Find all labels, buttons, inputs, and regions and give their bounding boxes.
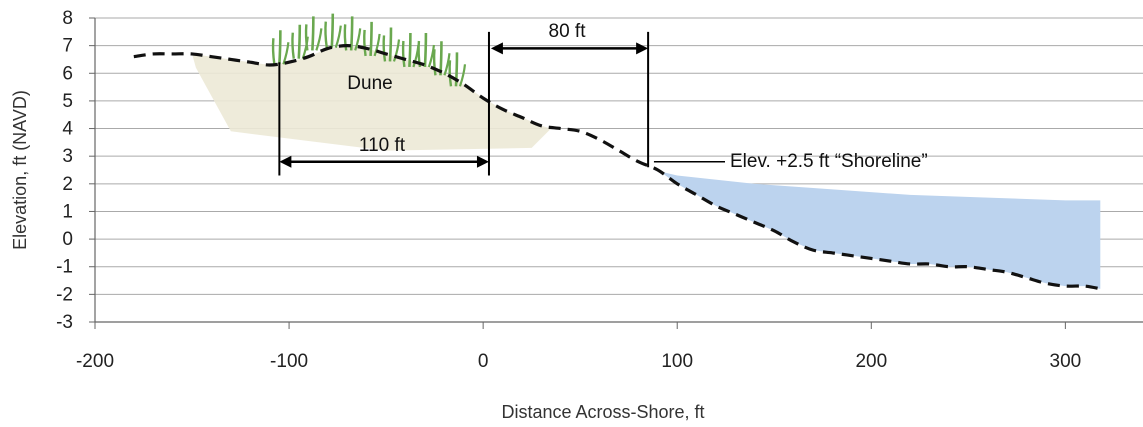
grass-blade: [324, 21, 328, 48]
grass-blade: [363, 29, 367, 57]
x-tick-label: 300: [1050, 351, 1082, 372]
y-tick-label: -2: [56, 284, 73, 305]
grass-blade: [408, 32, 412, 68]
grass-blade: [271, 38, 276, 65]
axes: 8 7 6 5 4 3 2 1 0 -1 -2 -3-200 -100 0 100 200 300: [56, 8, 1143, 372]
dune-grass-icons: [271, 13, 467, 87]
shoreline-label: Elev. +2.5 ft “Shoreline”: [730, 151, 928, 172]
grass-icon: [382, 27, 401, 62]
dune-sand: [192, 45, 552, 151]
grass-blade: [382, 35, 387, 62]
grass-icon: [363, 21, 381, 57]
grass-icon: [417, 32, 436, 68]
grass-blade: [458, 64, 467, 87]
grass-blade: [291, 32, 295, 59]
grass-blade: [297, 24, 302, 59]
grass-icon: [448, 52, 467, 87]
grass-icon: [271, 30, 290, 65]
water-area: [653, 170, 1101, 289]
grass-blade: [282, 42, 290, 65]
y-tick-label: 2: [62, 174, 73, 195]
profile-line: [133, 44, 1101, 291]
grass-blade: [427, 44, 436, 68]
arrowhead: [636, 42, 649, 55]
y-tick-label: 0: [62, 229, 73, 250]
grass-blade: [330, 13, 335, 48]
y-axis-title: Elevation, ft (NAVD): [10, 90, 30, 250]
grass-blade: [454, 52, 459, 87]
elevation-profile: [133, 44, 1101, 291]
grass-blade: [343, 24, 348, 51]
beach-width-label: 80 ft: [549, 21, 587, 42]
y-tick-label: 1: [62, 201, 73, 222]
x-tick-label: 0: [478, 351, 489, 372]
grass-blade: [373, 33, 381, 57]
grass-blade: [401, 40, 406, 68]
water-fill: [653, 170, 1101, 289]
grass-blade: [423, 32, 428, 68]
y-tick-label: -3: [56, 312, 73, 333]
grass-blade: [334, 25, 342, 48]
grass-blade: [443, 53, 451, 76]
grass-icon: [343, 16, 362, 51]
grass-blade: [392, 39, 401, 62]
y-tick-label: 3: [62, 146, 73, 167]
dune-label: Dune: [347, 73, 392, 94]
grass-blade: [432, 49, 437, 76]
grass-blade: [369, 21, 373, 56]
grass-blade: [354, 28, 362, 51]
y-tick-label: -1: [56, 257, 73, 278]
arrowhead: [476, 155, 489, 168]
y-tick-label: 6: [62, 63, 73, 84]
y-tick-label: 4: [62, 119, 73, 140]
grass-blade: [311, 16, 315, 51]
dune-area: [192, 45, 552, 151]
x-axis-title: Distance Across-Shore, ft: [501, 402, 704, 422]
annotations: [278, 31, 725, 176]
grass-icon: [304, 16, 323, 51]
x-tick-label: 100: [661, 351, 693, 372]
x-tick-label: 200: [855, 351, 887, 372]
x-tick-label: -100: [270, 351, 308, 372]
grass-blade: [304, 24, 309, 51]
y-tick-label: 7: [62, 36, 73, 57]
arrowhead: [279, 155, 292, 168]
grass-blade: [349, 16, 354, 51]
y-tick-label: 5: [62, 91, 73, 112]
arrowhead: [490, 42, 503, 55]
y-tick-label: 8: [62, 8, 73, 29]
grass-blade: [315, 28, 323, 51]
dune-width-label: 110 ft: [359, 135, 406, 156]
grass-blade: [278, 30, 282, 65]
x-tick-label: -200: [76, 351, 114, 372]
grass-blade: [448, 60, 453, 87]
grass-icon: [324, 13, 342, 48]
grass-blade: [388, 27, 393, 62]
